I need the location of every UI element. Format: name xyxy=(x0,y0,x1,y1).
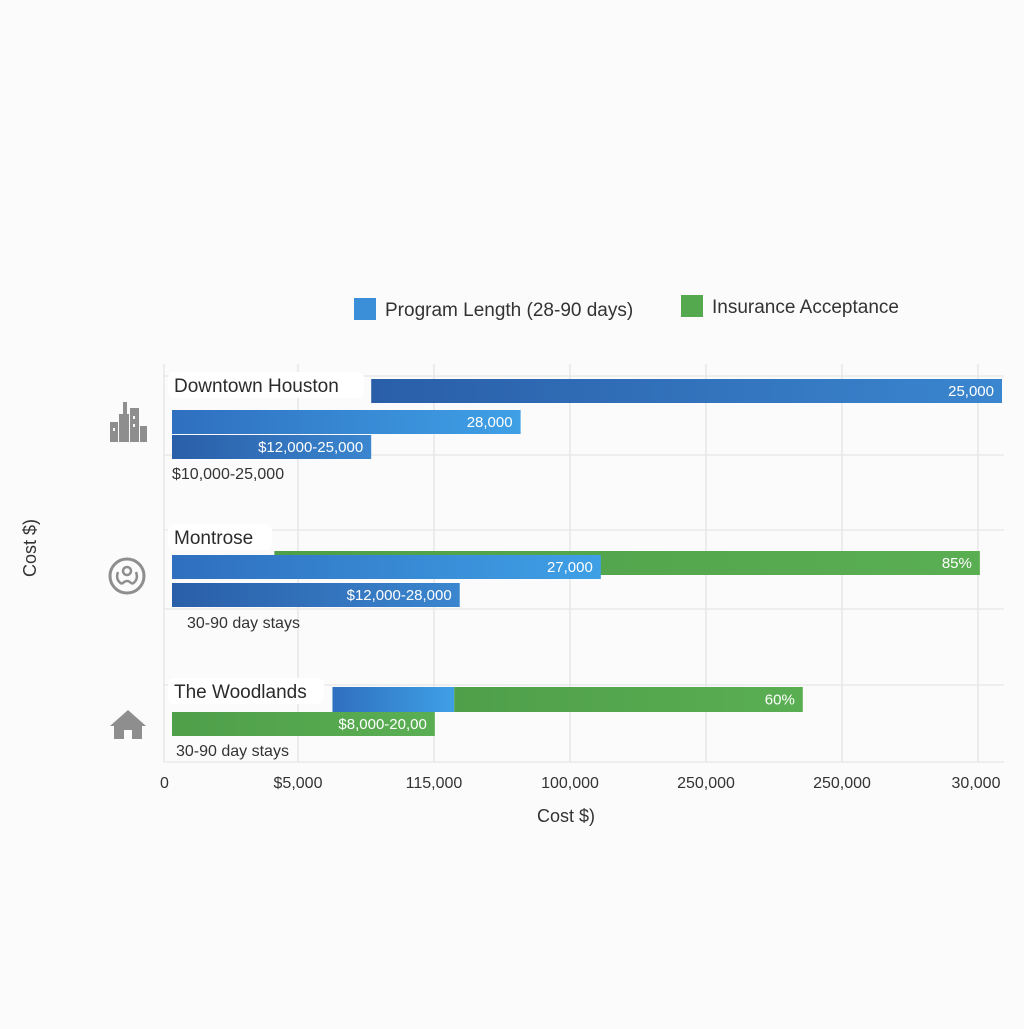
group-note: 30-90 day stays xyxy=(176,743,289,760)
group-label: Montrose xyxy=(174,528,253,549)
x-tick-label: 0 xyxy=(160,775,169,792)
group-label: The Woodlands xyxy=(174,682,307,703)
x-tick-label: 30,000 xyxy=(952,775,1001,792)
bar-value-label: 27,000 xyxy=(547,559,593,576)
bar-value-label: 85% xyxy=(942,555,972,572)
x-tick-label: 115,000 xyxy=(406,775,463,792)
legend-label-program-length: Program Length (28-90 days) xyxy=(385,300,633,321)
bar-montrose-1 xyxy=(172,555,601,579)
bar-downtown-houston-2 xyxy=(172,435,372,459)
legend: Program Length (28-90 days) Insurance Ac… xyxy=(354,295,899,321)
bar-the-woodlands-0 xyxy=(332,687,455,712)
bar-the-woodlands-1 xyxy=(454,687,803,712)
x-tick-label: $5,000 xyxy=(274,775,323,792)
bars: 25,000 28,000 $12,000-25,000 Downtown Houst… xyxy=(168,372,1002,760)
bar-value-label: 25,000 xyxy=(948,383,994,400)
legend-label-insurance: Insurance Acceptance xyxy=(712,297,899,318)
group-label: Downtown Houston xyxy=(174,376,339,397)
legend-swatch-program-length xyxy=(354,298,376,320)
group-note: 30-90 day stays xyxy=(187,615,300,632)
bar-downtown-houston-0 xyxy=(371,379,1002,403)
y-axis-label: Cost $) xyxy=(20,519,40,577)
group-label-background xyxy=(168,678,324,704)
x-axis-label: Cost $) xyxy=(537,806,595,826)
group-note: $10,000-25,000 xyxy=(172,466,284,483)
legend-swatch-insurance xyxy=(681,295,703,317)
bar-value-label: $12,000-25,000 xyxy=(258,439,363,456)
city-buildings-icon xyxy=(110,402,147,442)
bar-montrose-2 xyxy=(172,583,460,607)
bar-value-label: 60% xyxy=(765,692,795,709)
group-label-background xyxy=(168,524,272,550)
x-tick-label: 250,000 xyxy=(677,775,735,792)
bar-value-label: $8,000-20,00 xyxy=(338,716,426,733)
x-tick-label: 100,000 xyxy=(541,775,599,792)
x-tick-label: 250,000 xyxy=(813,775,871,792)
bar-downtown-houston-1 xyxy=(172,410,521,434)
house-icon xyxy=(110,710,146,739)
people-circle-icon xyxy=(108,557,146,595)
bar-value-label: $12,000-28,000 xyxy=(347,587,452,604)
bar-value-label: 28,000 xyxy=(467,414,513,431)
bar-the-woodlands-2 xyxy=(172,712,435,736)
group-label-background xyxy=(168,372,364,398)
